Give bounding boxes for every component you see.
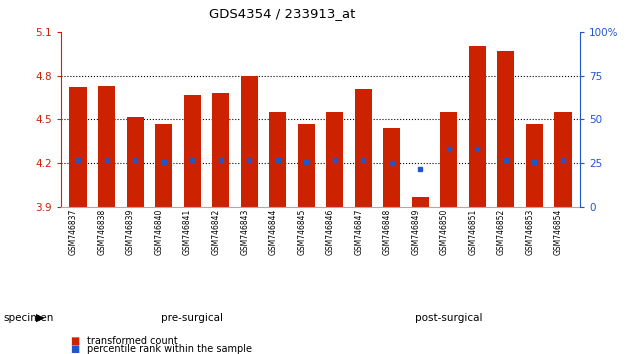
Text: GDS4354 / 233913_at: GDS4354 / 233913_at — [209, 7, 355, 20]
Text: GSM746848: GSM746848 — [383, 209, 392, 255]
Text: ▶: ▶ — [36, 313, 45, 323]
Text: ■: ■ — [71, 344, 79, 354]
Text: GSM746854: GSM746854 — [554, 209, 563, 255]
Bar — [155, 124, 172, 207]
Text: GSM746850: GSM746850 — [440, 209, 449, 255]
Text: ■: ■ — [71, 336, 79, 346]
Text: GSM746847: GSM746847 — [354, 209, 363, 255]
Bar — [469, 46, 486, 207]
Bar — [98, 86, 115, 207]
Text: GSM746837: GSM746837 — [69, 209, 78, 255]
Text: post-surgical: post-surgical — [415, 313, 483, 323]
Text: GSM746845: GSM746845 — [297, 209, 306, 255]
Bar — [240, 76, 258, 207]
Text: specimen: specimen — [3, 313, 54, 323]
Text: GSM746841: GSM746841 — [183, 209, 192, 255]
Text: GSM746842: GSM746842 — [212, 209, 221, 255]
Text: GSM746843: GSM746843 — [240, 209, 249, 255]
Text: GSM746851: GSM746851 — [469, 209, 478, 255]
Bar — [440, 112, 458, 207]
Bar — [526, 124, 543, 207]
Text: pre-surgical: pre-surgical — [161, 313, 223, 323]
Text: GSM746853: GSM746853 — [526, 209, 535, 255]
Bar — [183, 95, 201, 207]
Bar — [326, 112, 344, 207]
Bar — [69, 87, 87, 207]
Text: GSM746839: GSM746839 — [126, 209, 135, 255]
Text: GSM746849: GSM746849 — [412, 209, 420, 255]
Text: GSM746838: GSM746838 — [97, 209, 106, 255]
Bar — [412, 197, 429, 207]
Bar — [554, 112, 572, 207]
Text: GSM746844: GSM746844 — [269, 209, 278, 255]
Bar — [354, 89, 372, 207]
Text: GSM746846: GSM746846 — [326, 209, 335, 255]
Text: GSM746840: GSM746840 — [154, 209, 163, 255]
Bar — [297, 124, 315, 207]
Text: transformed count: transformed count — [87, 336, 178, 346]
Text: percentile rank within the sample: percentile rank within the sample — [87, 344, 251, 354]
Text: GSM746852: GSM746852 — [497, 209, 506, 255]
Bar — [269, 112, 287, 207]
Bar — [212, 93, 229, 207]
Bar — [126, 116, 144, 207]
Bar — [497, 51, 515, 207]
Bar — [383, 128, 401, 207]
